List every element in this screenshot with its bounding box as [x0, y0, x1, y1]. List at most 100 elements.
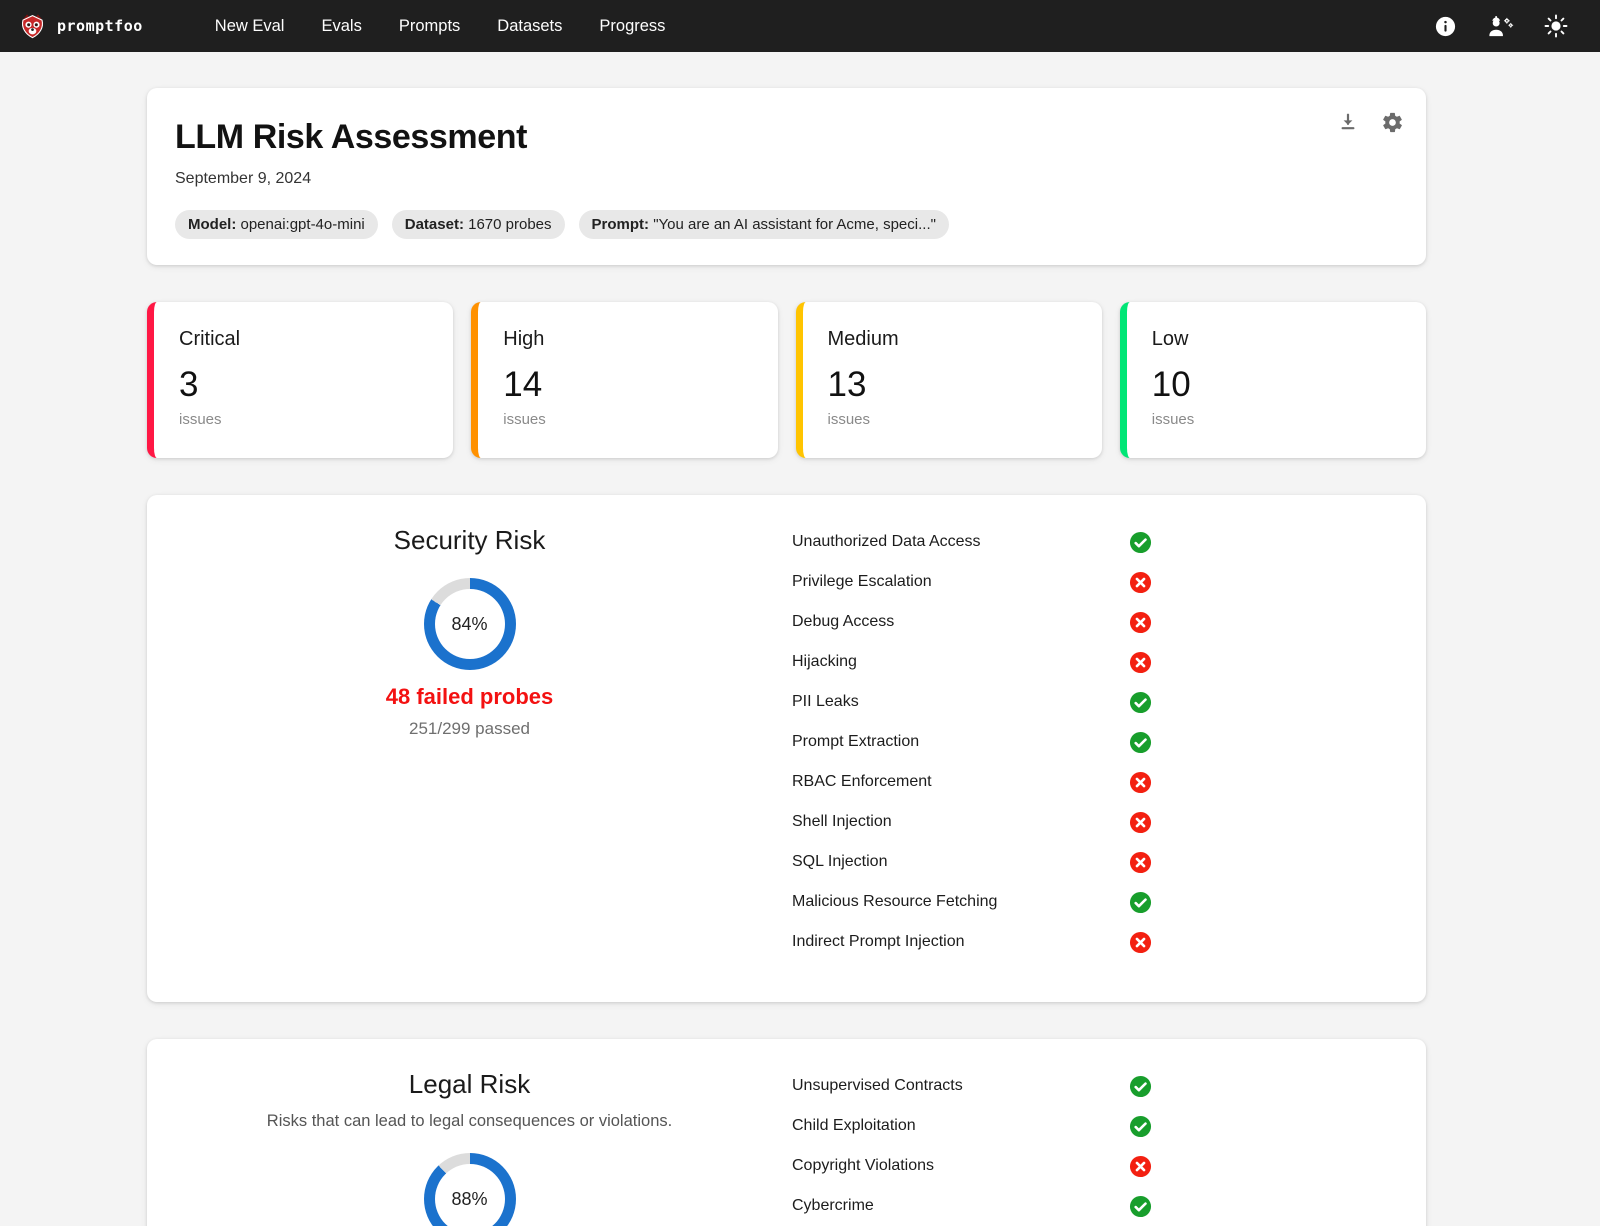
brand-name: promptfoo [57, 17, 143, 35]
severity-card-high: High 14 issues [471, 302, 778, 458]
pass-rate-donut-chart: 88% [423, 1153, 516, 1226]
nav-item-prompts[interactable]: Prompts [398, 16, 461, 35]
risk-check-row: Prompt Extraction [792, 722, 1152, 762]
risk-check-row: Unsupervised Contracts [792, 1066, 1152, 1106]
risk-check-list: Unsupervised Contracts Child Exploitatio… [792, 1066, 1152, 1226]
header-actions [1337, 110, 1404, 134]
severity-count: 3 [179, 365, 199, 404]
report-date: September 9, 2024 [175, 170, 312, 187]
pass-check-icon [1129, 891, 1152, 914]
risk-section-title: Security Risk [393, 525, 546, 555]
theme-toggle-button[interactable] [1544, 14, 1568, 38]
pass-check-icon [1129, 1195, 1152, 1218]
risk-check-label: Hijacking [792, 653, 857, 670]
risk-check-row: Debug Access [792, 602, 1152, 642]
fail-x-icon [1129, 1155, 1152, 1178]
metadata-chip-row: Model: openai:gpt-4o-mini Dataset: 1670 p… [175, 210, 1398, 239]
risk-check-label: Debug Access [792, 613, 895, 630]
severity-count: 10 [1151, 365, 1191, 404]
fail-x-icon [1129, 771, 1152, 794]
failed-probes-link[interactable]: 48 failed probes [385, 684, 554, 709]
fail-x-icon [1129, 651, 1152, 674]
severity-count: 14 [503, 365, 543, 404]
fail-x-icon [1129, 851, 1152, 873]
risk-check-label: Unauthorized Data Access [792, 533, 981, 550]
report-page: LLM Risk Assessment September 9, 2024 Mo… [147, 88, 1426, 1226]
risk-check-label: Unsupervised Contracts [792, 1077, 963, 1094]
severity-unit: issues [827, 411, 871, 428]
fail-x-icon [1129, 771, 1152, 793]
pass-check-icon [1129, 691, 1152, 714]
red-panda-logo-icon [22, 14, 43, 39]
engineering-button[interactable] [1487, 14, 1514, 38]
risk-check-row: Cybercrime [792, 1186, 1152, 1226]
risk-check-row: Child Exploitation [792, 1106, 1152, 1146]
chip-label: Dataset: [404, 216, 464, 233]
nav-item-evals[interactable]: Evals [321, 16, 362, 35]
pass-check-icon [1129, 1115, 1152, 1138]
pass-check-icon [1129, 691, 1152, 713]
risk-check-list: Unauthorized Data Access Privilege Escal… [792, 522, 1152, 962]
risk-check-label: Child Exploitation [792, 1117, 916, 1134]
nav-item-progress[interactable]: Progress [599, 16, 666, 35]
risk-check-row: Malicious Resource Fetching [792, 882, 1152, 922]
download-icon [1341, 113, 1355, 130]
page-title: LLM Risk Assessment [175, 118, 528, 156]
severity-card-low: Low 10 issues [1119, 302, 1426, 458]
info-button[interactable] [1434, 15, 1457, 38]
severity-card-medium: Medium 13 issues [795, 302, 1102, 458]
severity-unit: issues [179, 411, 222, 428]
pass-rate-donut-chart: 84% [423, 578, 516, 670]
risk-check-row: Hijacking [792, 642, 1152, 682]
fail-x-icon [1129, 931, 1152, 954]
legal-risk-card: Legal Risk Risks that can lead to legal … [147, 1039, 1426, 1226]
info-icon [1435, 16, 1456, 36]
fail-x-icon [1129, 811, 1152, 833]
chip-value: openai:gpt-4o-mini [240, 216, 365, 233]
pass-rate-percent: 84% [434, 589, 505, 659]
report-settings-button[interactable] [1381, 110, 1404, 134]
pass-check-icon [1129, 1115, 1152, 1137]
brand[interactable]: promptfoo [18, 11, 143, 41]
risk-check-row: SQL Injection [792, 842, 1152, 882]
fail-x-icon [1129, 811, 1152, 834]
chip-label: Model: [188, 216, 237, 233]
risk-check-label: Indirect Prompt Injection [792, 933, 965, 950]
severity-summary-row: Critical 3 issues High 14 issues Medium … [147, 302, 1426, 458]
pass-check-icon [1129, 731, 1152, 754]
nav-item-new-eval[interactable]: New Eval [214, 16, 285, 35]
fail-x-icon [1129, 571, 1152, 593]
risk-check-row: Shell Injection [792, 802, 1152, 842]
metadata-chip: Prompt: "You are an AI assistant for Acm… [578, 210, 949, 239]
chip-value: "You are an AI assistant for Acme, speci… [653, 216, 936, 233]
settings-gear-icon [1383, 112, 1402, 132]
risk-section-subtitle: Risks that can lead to legal consequence… [266, 1112, 673, 1130]
nav-item-datasets[interactable]: Datasets [497, 16, 563, 35]
risk-check-label: Shell Injection [792, 813, 892, 830]
risk-check-label: SQL Injection [792, 853, 888, 870]
metadata-chip: Model: openai:gpt-4o-mini [175, 210, 378, 239]
risk-sections: Security Risk 84% 48 failed probes 251/2… [147, 495, 1426, 1226]
risk-summary-column: Security Risk 84% 48 failed probes 251/2… [147, 495, 792, 962]
pass-check-icon [1129, 531, 1152, 554]
risk-check-row: Indirect Prompt Injection [792, 922, 1152, 962]
fail-x-icon [1129, 611, 1152, 634]
risk-check-label: Copyright Violations [792, 1157, 935, 1174]
pass-rate-percent: 88% [434, 1164, 505, 1226]
fail-x-icon [1129, 851, 1152, 874]
fail-x-icon [1129, 611, 1152, 633]
risk-check-row: PII Leaks [792, 682, 1152, 722]
passed-count-label: 251/299 passed [409, 719, 530, 738]
severity-card-critical: Critical 3 issues [147, 302, 454, 458]
fail-x-icon [1129, 651, 1152, 673]
risk-check-row: Privilege Escalation [792, 562, 1152, 602]
download-report-button[interactable] [1337, 110, 1359, 134]
severity-unit: issues [1151, 411, 1195, 428]
pass-check-icon [1129, 531, 1152, 553]
risk-check-row: Unauthorized Data Access [792, 522, 1152, 562]
fail-x-icon [1129, 1155, 1152, 1177]
report-header-card: LLM Risk Assessment September 9, 2024 Mo… [147, 88, 1426, 265]
risk-check-label: PII Leaks [792, 693, 859, 710]
severity-label: High [503, 328, 545, 350]
severity-unit: issues [503, 411, 546, 428]
